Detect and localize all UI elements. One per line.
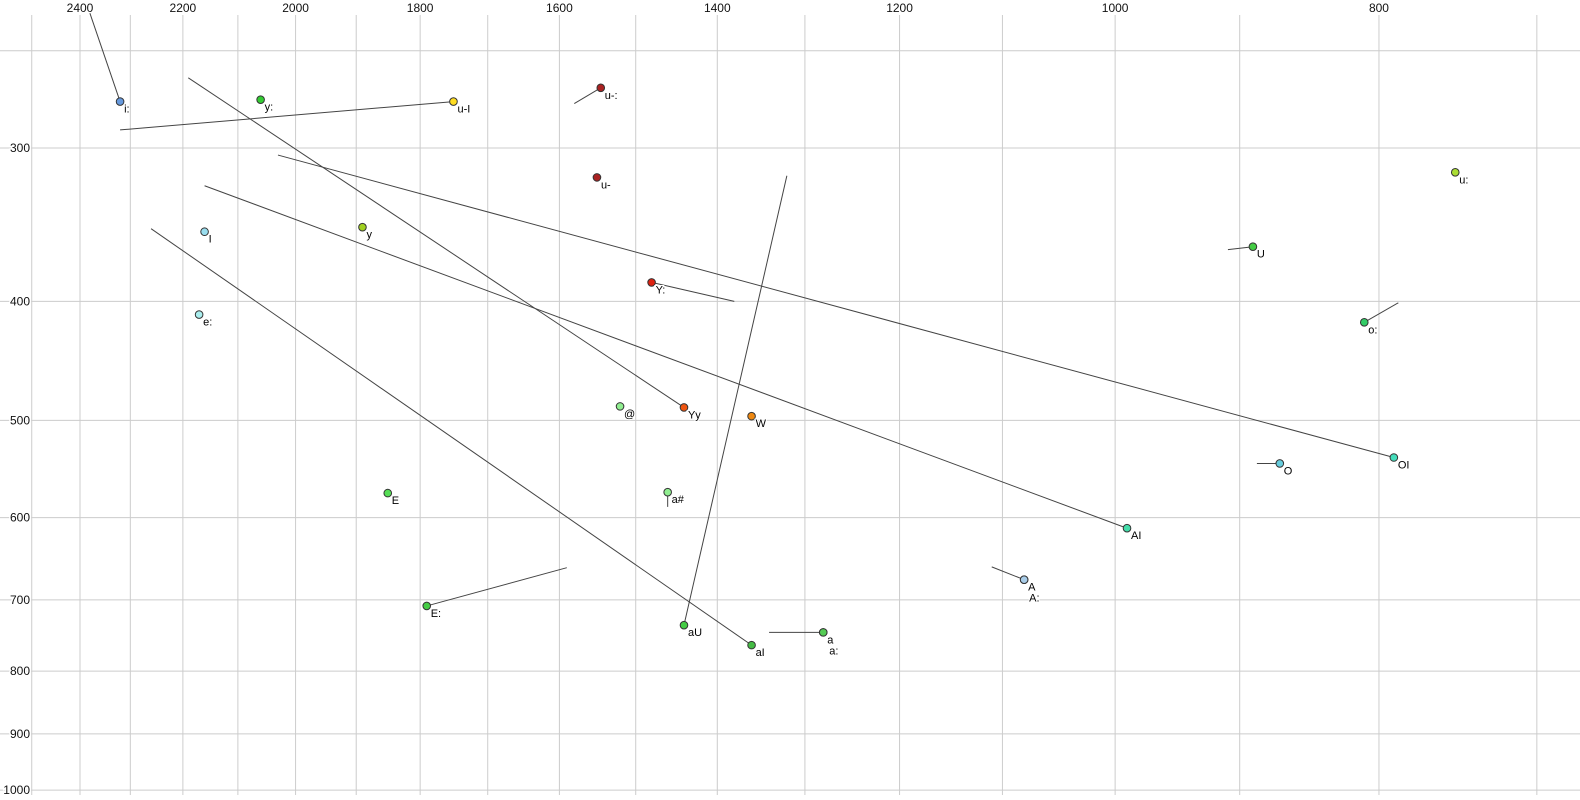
- x-axis-tick-label: 800: [1369, 1, 1389, 15]
- point-label: o:: [1368, 324, 1377, 336]
- data-point: [679, 403, 689, 412]
- data-point: [1275, 459, 1285, 468]
- data-point: [615, 402, 625, 411]
- point-label: u:: [1459, 174, 1468, 186]
- point-label: AI: [1131, 530, 1141, 542]
- data-point: [194, 310, 204, 319]
- y-axis-tick-label: 600: [10, 511, 30, 525]
- point-label: U: [1257, 249, 1265, 261]
- point-label: aU: [688, 627, 702, 639]
- data-point: [115, 97, 125, 106]
- point-label: E: [392, 495, 399, 507]
- x-axis-tick-label: 1000: [1102, 1, 1129, 15]
- point-label: Yy: [688, 409, 701, 421]
- trajectory-line: [426, 567, 567, 607]
- y-axis-tick-label: 300: [10, 141, 30, 155]
- point-label: u-:: [605, 90, 618, 102]
- x-axis-tick-label: 1200: [886, 1, 913, 15]
- x-axis-tick-label: 1600: [546, 1, 573, 15]
- data-point: [1359, 318, 1369, 327]
- point-label: aI: [756, 647, 765, 659]
- point-label: e:: [203, 317, 212, 329]
- trajectory-line: [187, 77, 685, 408]
- data-point: [747, 640, 756, 650]
- x-axis-tick-label: 1400: [704, 1, 731, 15]
- data-point: [596, 83, 606, 93]
- point-label: a:: [829, 645, 838, 657]
- y-axis-tick-label: 500: [10, 413, 30, 427]
- point-label: i:: [124, 104, 130, 116]
- point-label: A:: [1029, 593, 1039, 605]
- x-axis-tick-label: 1800: [407, 1, 434, 15]
- trajectory-line: [683, 175, 788, 626]
- point-label: O: [1284, 465, 1293, 477]
- point-label: A: [1028, 582, 1036, 594]
- point-label: y: [366, 229, 372, 241]
- trajectory-line: [120, 101, 454, 131]
- point-label: E:: [431, 608, 441, 620]
- y-axis-tick-label: 1000: [3, 783, 30, 797]
- y-axis-tick-label: 900: [10, 727, 30, 741]
- data-point: [1389, 453, 1399, 462]
- trajectory-line: [277, 154, 1394, 458]
- data-point: [647, 278, 656, 287]
- point-label: @: [624, 408, 635, 420]
- point-label: a: [827, 634, 834, 646]
- data-point: [1122, 523, 1132, 533]
- trajectory-line: [991, 566, 1025, 581]
- data-point: [422, 601, 432, 611]
- data-point: [747, 411, 756, 421]
- trajectory-line: [651, 281, 735, 302]
- x-axis-tick-label: 2400: [67, 1, 94, 15]
- point-label: Y:: [656, 284, 666, 296]
- trajectory-line: [150, 228, 752, 646]
- trajectory-line: [89, 13, 121, 102]
- data-point: [200, 227, 209, 237]
- data-point: [818, 628, 828, 637]
- x-axis-tick-label: 2000: [282, 1, 309, 15]
- point-label: OI: [1398, 460, 1410, 472]
- point-label: I: [209, 234, 212, 246]
- data-point: [1450, 168, 1460, 177]
- point-label: W: [756, 418, 767, 430]
- data-point: [449, 97, 458, 106]
- trajectory-line: [1364, 302, 1399, 323]
- data-point: [358, 222, 367, 232]
- data-point: [592, 173, 602, 182]
- data-point: [256, 95, 265, 104]
- data-point: [383, 488, 393, 498]
- data-point: [679, 620, 689, 630]
- trajectory-line: [204, 185, 1128, 529]
- point-label: u-I: [457, 104, 470, 116]
- data-point: [1248, 242, 1258, 252]
- y-axis-tick-label: 400: [10, 294, 30, 308]
- point-label: u-: [601, 179, 611, 191]
- x-axis-tick-label: 2200: [170, 1, 197, 15]
- point-label: a#: [672, 494, 685, 506]
- y-axis-tick-label: 800: [10, 664, 30, 678]
- data-point: [1019, 575, 1029, 584]
- trajectory-line: [574, 87, 602, 104]
- point-label: y:: [265, 102, 274, 114]
- data-point: [663, 487, 672, 497]
- y-axis-tick-label: 700: [10, 593, 30, 607]
